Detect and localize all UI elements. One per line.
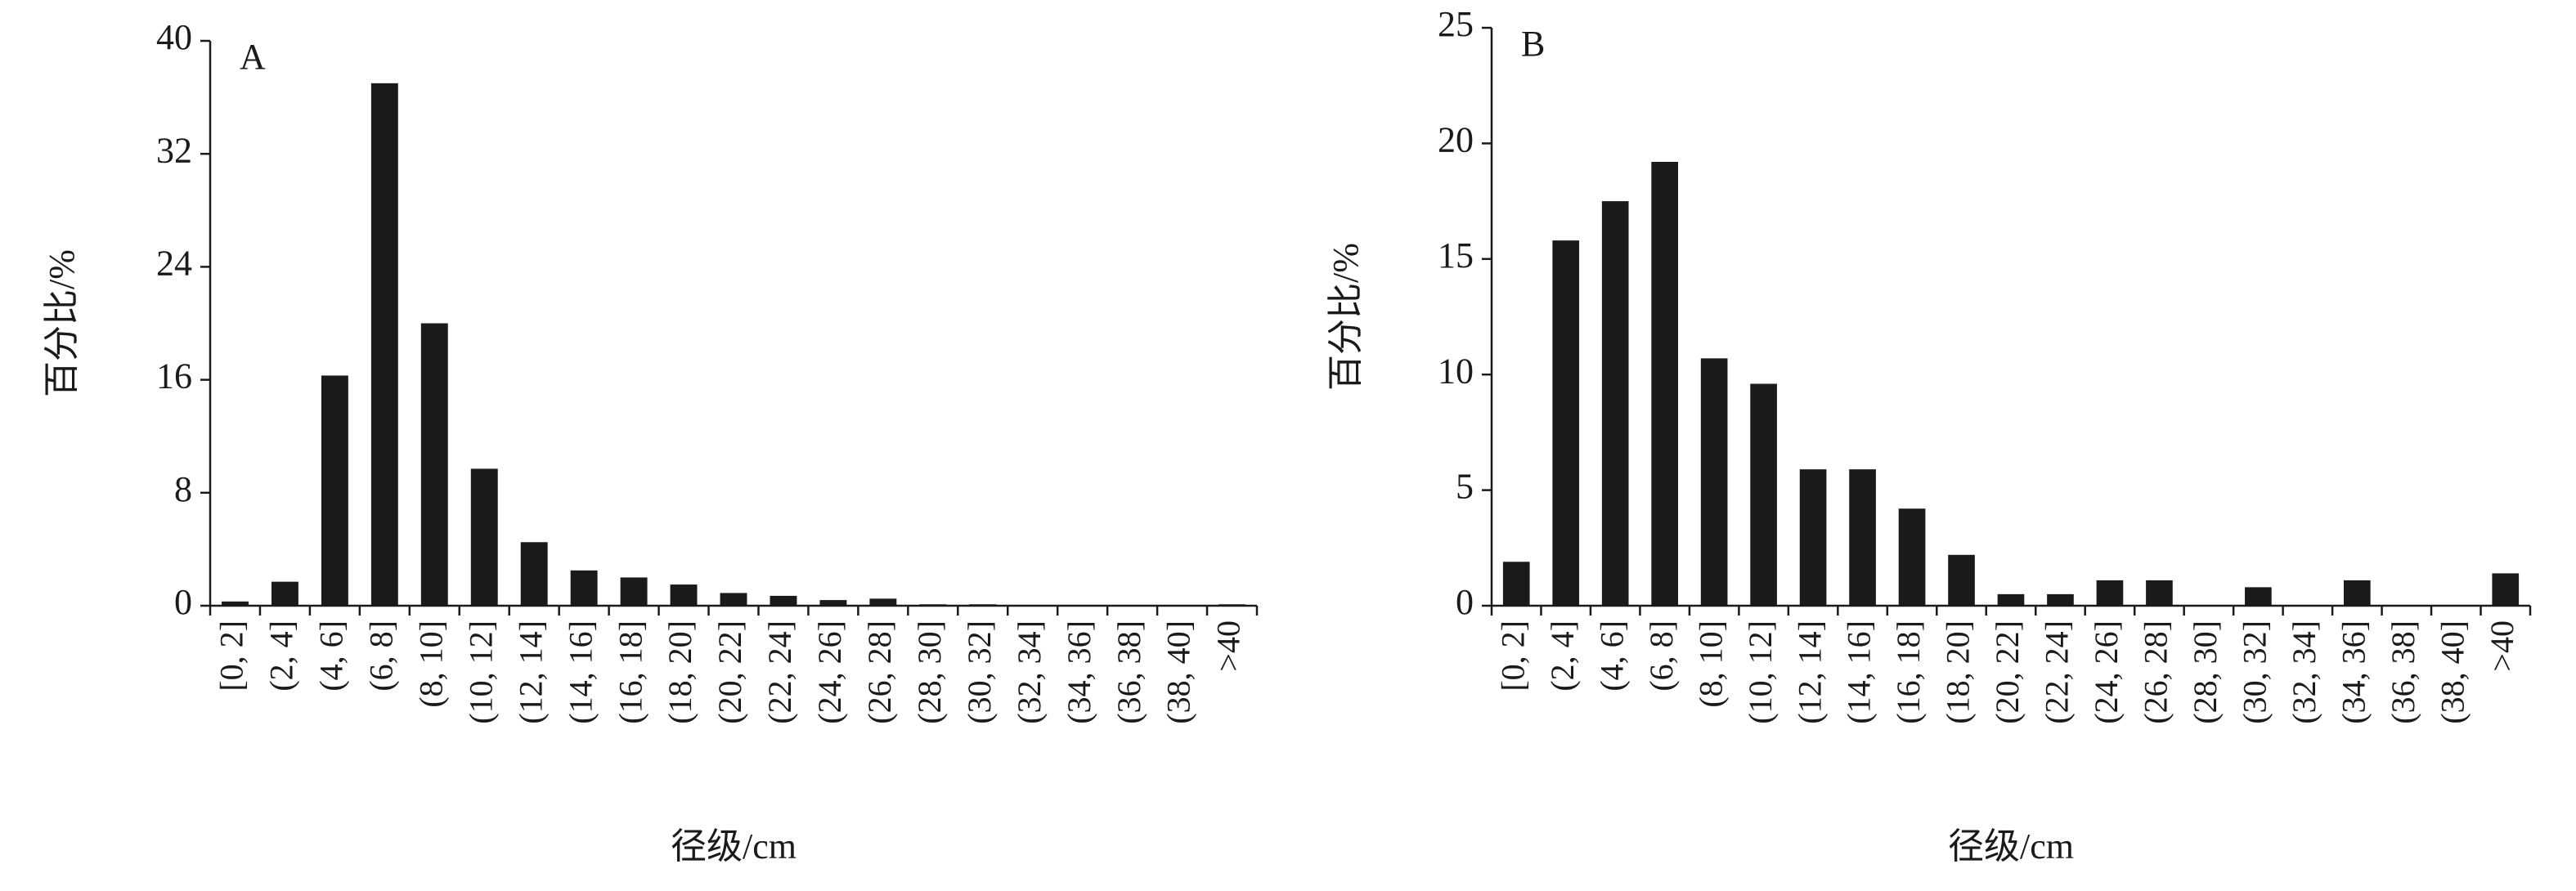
bar [670, 584, 698, 606]
x-tick-label: (10, 12] [1742, 620, 1779, 724]
bar [570, 570, 598, 606]
x-tick-label: (8, 10] [1692, 620, 1729, 708]
x-tick-label: (18, 20] [1940, 620, 1977, 724]
x-tick-label: (22, 24] [761, 620, 798, 724]
bar [2047, 593, 2074, 606]
x-tick-label: (32, 34] [1011, 620, 1048, 724]
bar [1700, 358, 1728, 606]
bar [1948, 554, 1975, 606]
x-tick-label: (36, 38] [1111, 620, 1147, 724]
bar [1898, 508, 1926, 606]
x-tick-label: (36, 38] [2385, 620, 2421, 724]
x-tick-label: (38, 40] [2434, 620, 2471, 724]
x-tick-label: >40 [1210, 620, 1247, 672]
bar [720, 593, 747, 606]
y-tick-label: 25 [1438, 4, 1474, 44]
x-tick-label: (34, 36] [1061, 620, 1097, 724]
bar [1019, 605, 1047, 606]
x-tick-label: (14, 16] [1841, 620, 1878, 724]
x-tick-label: (34, 36] [2336, 620, 2372, 724]
x-tick-label: (4, 6] [1593, 620, 1630, 692]
x-tick-label: (20, 22] [1989, 620, 2026, 724]
bar [869, 598, 897, 606]
bar [1799, 469, 1827, 606]
x-axis-label: 径级/cm [1948, 826, 2074, 866]
y-tick-label: 0 [174, 582, 192, 622]
y-tick-label: 15 [1438, 235, 1474, 275]
annotation: B [1521, 24, 1545, 64]
x-tick-label: (24, 26] [811, 620, 848, 724]
x-tick-label: (24, 26] [2088, 620, 2125, 724]
bar [1651, 162, 1678, 607]
x-tick-label: (26, 28] [2138, 620, 2174, 724]
x-tick-label: (22, 24] [2039, 620, 2076, 724]
bar [1069, 605, 1097, 606]
x-tick-label: >40 [2484, 620, 2520, 672]
bar [1119, 605, 1147, 606]
x-tick-label: (10, 12] [462, 620, 499, 724]
y-tick-label: 10 [1438, 351, 1474, 391]
bar [420, 323, 448, 606]
y-tick-label: 8 [174, 469, 192, 509]
x-tick-label: (6, 8] [363, 620, 400, 692]
bar [222, 601, 249, 606]
bar [969, 604, 997, 606]
x-tick-label: (20, 22] [711, 620, 748, 724]
x-tick-label: (18, 20] [662, 620, 698, 724]
bar [2492, 573, 2520, 606]
y-tick-label: 32 [156, 130, 192, 170]
y-tick-label: 5 [1456, 467, 1474, 507]
x-tick-label: (32, 34] [2286, 620, 2322, 724]
bar [370, 83, 398, 606]
y-tick-label: 40 [156, 17, 192, 57]
x-tick-label: (26, 28] [861, 620, 898, 724]
x-tick-label: (30, 32] [2237, 620, 2273, 724]
x-tick-label: (2, 4] [1544, 620, 1581, 692]
x-tick-label: (28, 30] [2187, 620, 2224, 724]
y-tick-label: 16 [156, 356, 192, 396]
bar [620, 577, 648, 606]
x-axis-label: 径级/cm [671, 826, 797, 866]
x-tick-label: (12, 14] [512, 620, 549, 724]
bar [2245, 587, 2272, 606]
annotation: A [240, 37, 266, 77]
y-tick-label: 24 [156, 243, 192, 283]
x-tick-label: (8, 10] [412, 620, 449, 708]
bar [1169, 605, 1196, 606]
x-tick-label: (16, 18] [1890, 620, 1927, 724]
x-tick-label: [0, 2] [213, 620, 250, 692]
bar [520, 542, 548, 606]
bar [1552, 240, 1580, 606]
bar [919, 604, 947, 606]
y-tick-label: 0 [1456, 582, 1474, 622]
bar [1502, 562, 1530, 606]
bar [321, 375, 348, 606]
bar [2344, 580, 2371, 606]
x-tick-label: (14, 16] [562, 620, 599, 724]
x-tick-label: (6, 8] [1643, 620, 1680, 692]
y-axis-label: 百分比/% [1326, 243, 1366, 391]
bar [1218, 604, 1245, 606]
bar [1997, 593, 2025, 606]
bar [819, 600, 847, 606]
x-tick-label: (16, 18] [612, 620, 648, 724]
bar [470, 468, 498, 606]
bar [271, 581, 298, 606]
x-tick-label: [0, 2] [1494, 620, 1531, 692]
bar [2096, 580, 2124, 606]
bar [2146, 580, 2173, 606]
x-tick-label: (2, 4] [263, 620, 300, 692]
y-tick-label: 20 [1438, 119, 1474, 159]
bar [1601, 201, 1629, 606]
bar [1750, 383, 1777, 606]
x-tick-label: (38, 40] [1160, 620, 1197, 724]
x-tick-label: (28, 30] [911, 620, 948, 724]
x-tick-label: (12, 14] [1791, 620, 1828, 724]
bar [1849, 469, 1876, 606]
bar [770, 595, 797, 606]
x-tick-label: (4, 6] [313, 620, 350, 692]
x-tick-label: (30, 32] [961, 620, 998, 724]
y-axis-label: 百分比/% [42, 249, 82, 397]
